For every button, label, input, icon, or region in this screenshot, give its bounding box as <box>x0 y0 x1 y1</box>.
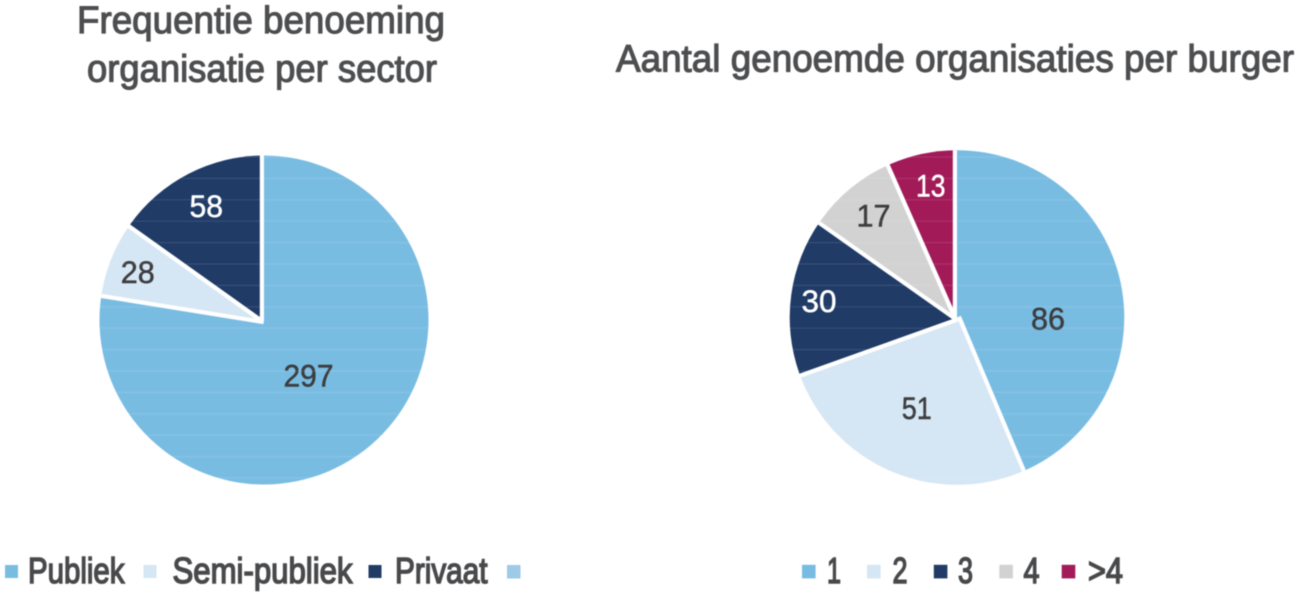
svg-text:4: 4 <box>1024 550 1040 591</box>
svg-text:297: 297 <box>284 357 334 393</box>
svg-text:organisatie per sector: organisatie per sector <box>87 49 437 91</box>
svg-text:51: 51 <box>902 390 932 426</box>
svg-text:13: 13 <box>916 167 946 203</box>
svg-text:30: 30 <box>802 283 837 319</box>
svg-text:1: 1 <box>827 550 841 591</box>
svg-text:2: 2 <box>893 550 908 591</box>
svg-text:>4: >4 <box>1088 550 1123 591</box>
svg-text:86: 86 <box>1031 300 1065 336</box>
svg-text:Semi-publiek: Semi-publiek <box>173 550 354 591</box>
svg-text:Frequentie benoeming: Frequentie benoeming <box>77 0 445 42</box>
svg-text:Aantal genoemde organisaties p: Aantal genoemde organisaties per burger <box>616 39 1294 81</box>
svg-text:58: 58 <box>190 188 224 224</box>
svg-text:28: 28 <box>121 254 155 290</box>
svg-text:3: 3 <box>958 550 973 591</box>
svg-text:Privaat: Privaat <box>395 550 488 591</box>
svg-text:Publiek: Publiek <box>28 550 125 591</box>
svg-text:17: 17 <box>857 197 891 233</box>
